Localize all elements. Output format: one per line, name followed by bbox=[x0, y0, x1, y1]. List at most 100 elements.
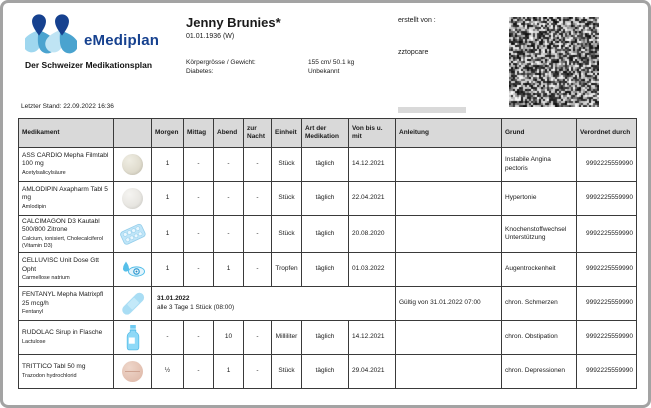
cell-nacht: - bbox=[243, 354, 272, 390]
column-header-medikament: Medikament bbox=[18, 118, 114, 148]
column-header-morgen: Morgen bbox=[151, 118, 184, 148]
cell-mittag: - bbox=[183, 252, 214, 288]
cell-art: täglich bbox=[301, 181, 349, 216]
medication-row: AMLODIPIN Axapharm Tabl 5 mg Amlodipin 1- -… bbox=[18, 181, 637, 216]
last-updated-text: Letzter Stand: 22.09.2022 16:36 bbox=[21, 103, 114, 110]
cell-morgen: ½ bbox=[151, 354, 184, 390]
cell-medication-icon bbox=[113, 286, 152, 322]
cell-verordnet: 9992225559990 bbox=[576, 181, 637, 216]
cell-verordnet: 9992225559990 bbox=[576, 214, 637, 254]
diabetes-label: Diabetes: bbox=[186, 67, 214, 75]
medication-name: FENTANYL Mepha Matrixpfl 25 mcg/h bbox=[22, 291, 104, 307]
cell-einheit: Stück bbox=[271, 147, 302, 182]
cell-morgen: 1 bbox=[151, 214, 184, 254]
cell-medication-icon bbox=[113, 181, 152, 216]
round-tablet-beige-icon bbox=[122, 154, 143, 175]
cell-medication-icon bbox=[113, 320, 152, 356]
medication-row: RUDOLAC Sirup in Flasche Lactulose - -10- Mi… bbox=[18, 320, 637, 356]
medication-row: TRITTICO Tabl 50 mg Trazodon hydrochlorid… bbox=[18, 354, 637, 390]
cell-grund: Instabile Angina pectoris bbox=[501, 147, 577, 182]
table-header-row: Medikament Morgen Mittag Abend zur Nacht Einh… bbox=[18, 118, 637, 148]
column-header-grund: Grund bbox=[501, 118, 577, 148]
cell-verordnet: 9992225559990 bbox=[576, 320, 637, 356]
cell-grund: Knochenstoffwechsel Unterstützung bbox=[501, 214, 577, 254]
blister-pack-icon bbox=[119, 223, 146, 245]
cell-grund: Hypertonie bbox=[501, 181, 577, 216]
cell-art: täglich bbox=[301, 214, 349, 254]
cell-mittag: - bbox=[183, 320, 214, 356]
cell-einheit: Milliliter bbox=[271, 320, 302, 356]
cell-medikament: CALCIMAGON D3 Kautabl 500/800 Zitrone Cal… bbox=[18, 214, 114, 254]
medication-substance: Lactulose bbox=[22, 338, 46, 345]
medication-substance: Acetylsalicylsäure bbox=[22, 169, 66, 176]
brand-block: eMediplan bbox=[25, 13, 159, 55]
cell-medication-icon bbox=[113, 252, 152, 288]
cell-art: täglich bbox=[301, 252, 349, 288]
medication-table: Medikament Morgen Mittag Abend zur Nacht Einh… bbox=[18, 118, 637, 390]
cell-abend: - bbox=[213, 181, 244, 216]
cell-mittag: - bbox=[183, 214, 214, 254]
cell-von: 01.03.2022 bbox=[348, 252, 396, 288]
cell-verordnet: 9992225559990 bbox=[576, 252, 637, 288]
cell-abend: - bbox=[213, 147, 244, 182]
cell-medikament: TRITTICO Tabl 50 mg Trazodon hydrochlorid bbox=[18, 354, 114, 390]
cell-von: 14.12.2021 bbox=[348, 320, 396, 356]
cell-morgen: 1 bbox=[151, 181, 184, 216]
medication-substance: Fentanyl bbox=[22, 309, 44, 316]
column-header-von: Von bis u. mit bbox=[348, 118, 396, 148]
cell-verordnet: 9992225559990 bbox=[576, 286, 637, 322]
column-header-anleitung: Anleitung bbox=[395, 118, 502, 148]
medication-name: CELLUVISC Unit Dose Gtt Opht bbox=[22, 257, 99, 273]
cell-art: täglich bbox=[301, 354, 349, 390]
cell-schedule: 31.01.2022 alle 3 Tage 1 Stück (08:00) bbox=[151, 286, 396, 322]
medication-substance: Carmellose natrium bbox=[22, 275, 70, 282]
cell-anleitung bbox=[395, 354, 502, 390]
cell-abend: - bbox=[213, 214, 244, 254]
cell-medikament: AMLODIPIN Axapharm Tabl 5 mg Amlodipin bbox=[18, 181, 114, 216]
cell-mittag: - bbox=[183, 354, 214, 390]
cell-grund: chron. Depressionen bbox=[501, 354, 577, 390]
medication-name: ASS CARDIO Mepha Filmtabl 100 mg bbox=[22, 151, 109, 168]
body-size-value: 155 cm/ 50.1 kg bbox=[308, 59, 355, 66]
cell-anleitung bbox=[395, 320, 502, 356]
cell-abend: 10 bbox=[213, 320, 244, 356]
cell-medication-icon bbox=[113, 147, 152, 182]
cell-morgen: 1 bbox=[151, 147, 184, 182]
cell-anleitung bbox=[395, 147, 502, 182]
cell-medikament: RUDOLAC Sirup in Flasche Lactulose bbox=[18, 320, 114, 356]
brand-subtitle: Der Schweizer Medikationsplan bbox=[25, 60, 153, 70]
syrup-bottle-icon bbox=[126, 325, 139, 351]
cell-mittag: - bbox=[183, 147, 214, 182]
medication-name: AMLODIPIN Axapharm Tabl 5 mg bbox=[22, 185, 108, 202]
cell-grund: chron. Schmerzen bbox=[501, 286, 577, 322]
column-header-verordnet: Verordnet durch bbox=[576, 118, 637, 148]
schedule-start-date: 31.01.2022 bbox=[157, 295, 190, 303]
cell-von: 20.08.2020 bbox=[348, 214, 396, 254]
eye-drops-icon bbox=[122, 261, 145, 277]
cell-mittag: - bbox=[183, 181, 214, 216]
cell-von: 14.12.2021 bbox=[348, 147, 396, 182]
cell-medikament: CELLUVISC Unit Dose Gtt Opht Carmellose n… bbox=[18, 252, 114, 288]
patient-birthdate: 01.01.1936 (W) bbox=[186, 33, 235, 40]
cell-von: 22.04.2021 bbox=[348, 181, 396, 216]
diabetes-value: Unbekannt bbox=[308, 67, 340, 75]
medication-substance: Calcium, ionisiert, Cholecalciferol (Vit… bbox=[22, 235, 104, 250]
cell-medication-icon bbox=[113, 354, 152, 390]
cell-verordnet: 9992225559990 bbox=[576, 147, 637, 182]
cell-einheit: Stück bbox=[271, 354, 302, 390]
cell-nacht: - bbox=[243, 320, 272, 356]
transdermal-patch-icon bbox=[121, 292, 144, 315]
cell-nacht: - bbox=[243, 181, 272, 216]
patient-facts: Körpergrösse / Gewicht: 155 cm/ 50.1 kg … bbox=[186, 59, 354, 77]
qr-code bbox=[509, 17, 599, 107]
medication-row: CELLUVISC Unit Dose Gtt Opht Carmellose n… bbox=[18, 252, 637, 288]
cell-einheit: Stück bbox=[271, 214, 302, 254]
brand-name: eMediplan bbox=[84, 32, 160, 49]
cell-nacht: - bbox=[243, 252, 272, 288]
cell-morgen: - bbox=[151, 320, 184, 356]
cell-medication-icon bbox=[113, 214, 152, 254]
medication-substance: Amlodipin bbox=[22, 203, 47, 210]
cell-grund: Augentrockenheit bbox=[501, 252, 577, 288]
medication-name: CALCIMAGON D3 Kautabl 500/800 Zitrone bbox=[22, 218, 100, 234]
